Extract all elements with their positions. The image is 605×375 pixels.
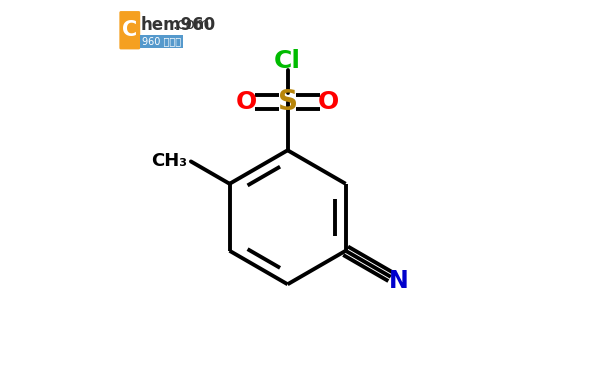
Text: S: S <box>278 88 298 116</box>
Text: CH₃: CH₃ <box>151 153 187 171</box>
Text: O: O <box>318 90 339 114</box>
Text: hem960: hem960 <box>140 16 216 34</box>
Text: C: C <box>122 20 137 39</box>
Text: N: N <box>389 270 409 294</box>
FancyBboxPatch shape <box>140 35 183 48</box>
Text: .com: .com <box>172 17 210 32</box>
Text: Cl: Cl <box>274 49 301 73</box>
FancyBboxPatch shape <box>119 11 140 50</box>
Text: O: O <box>236 90 257 114</box>
Text: 960 化工网: 960 化工网 <box>142 36 181 46</box>
